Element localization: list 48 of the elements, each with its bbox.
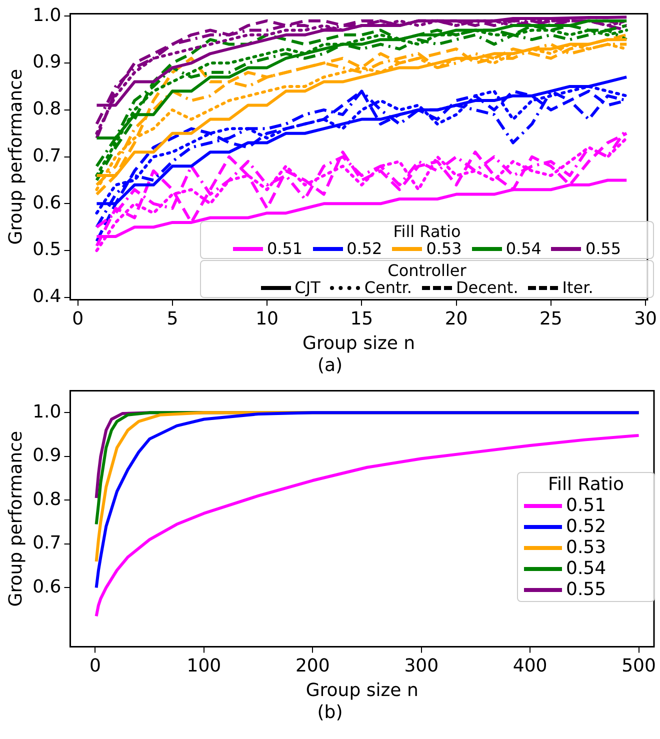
legend-title: Fill Ratio	[392, 222, 462, 241]
legend-label: 0.51	[566, 495, 606, 516]
y-tick-label: 1.0	[32, 401, 62, 422]
annotation: Controller	[386, 261, 468, 280]
y-tick-label: 1.0	[32, 4, 62, 26]
text: (b)	[316, 702, 344, 724]
text: (a)	[316, 355, 344, 377]
y-tick-label: 0.4	[32, 286, 62, 308]
legend-label: 0.55	[566, 579, 606, 600]
x-tick-label: 25	[539, 308, 562, 330]
annotation: Decent.	[456, 278, 518, 297]
annotation: Centr.	[364, 278, 412, 297]
y-tick-label: 0.5	[32, 239, 62, 260]
x-tick-label: 15	[350, 308, 374, 330]
x-axis-title: Group size n	[302, 332, 416, 354]
x-tick-label: 0	[90, 655, 101, 676]
x-tick-label: 500	[622, 655, 656, 676]
x-tick-label: 0	[72, 308, 84, 330]
x-tick-label: 5	[166, 308, 178, 330]
x-tick-label: 20	[444, 308, 468, 330]
legend-title: Fill Ratio	[547, 474, 625, 495]
legend-label: 0.53	[426, 239, 462, 258]
y-tick-label: 0.7	[32, 532, 62, 554]
legend-label: 0.52	[346, 239, 382, 258]
y-tick-label: 0.9	[32, 52, 62, 73]
annotation: CJT	[294, 278, 320, 297]
x-tick-label: 300	[404, 655, 439, 676]
x-tick-label: 200	[295, 655, 330, 676]
x-tick-label: 100	[186, 655, 222, 676]
legend-label: 0.53	[566, 537, 606, 558]
y-axis-title: Group performance	[5, 68, 26, 245]
y-tick-label: 0.8	[32, 98, 62, 120]
legend-label: 0.54	[566, 558, 606, 579]
legend-label: 0.52	[566, 516, 606, 537]
legend-label: 0.55	[585, 239, 622, 258]
y-tick-label: 0.7	[32, 145, 62, 166]
x-tick-label: 30	[634, 308, 657, 330]
x-tick-label: 10	[256, 308, 278, 330]
y-axis-title: Group performance	[5, 430, 26, 607]
y-tick-label: 0.9	[32, 445, 62, 466]
x-axis-title: Group size n	[306, 680, 418, 701]
y-tick-label: 0.6	[32, 576, 62, 598]
y-tick-label: 0.8	[32, 488, 62, 510]
annotation: Iter.	[562, 278, 594, 297]
y-tick-label: 0.6	[32, 192, 62, 214]
x-tick-label: 400	[512, 655, 548, 676]
legend-label: 0.54	[506, 239, 542, 258]
legend-label: 0.51	[266, 239, 303, 258]
